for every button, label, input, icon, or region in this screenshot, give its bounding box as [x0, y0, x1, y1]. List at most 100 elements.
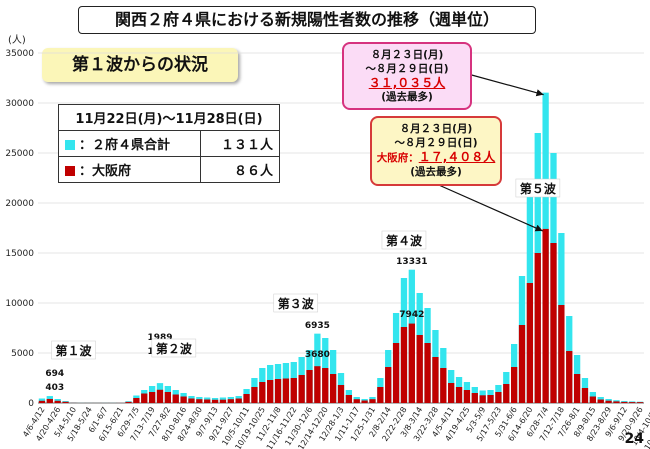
bar-osaka [377, 387, 384, 403]
bar-osaka [558, 305, 565, 403]
data-label: 6935 [305, 321, 330, 331]
callout-osaka-arrow [431, 181, 543, 232]
bar-osaka [605, 400, 612, 403]
bar-osaka [211, 399, 219, 403]
callout-total-line1: ８月２３日(月) [370, 49, 444, 61]
bar-osaka [141, 393, 148, 403]
bar-osaka [306, 370, 313, 403]
callout-total-line2: 〜８月２９日(日) [365, 63, 449, 75]
summary-row-total: ：２府４県合計 １３１人 [57, 130, 280, 157]
y-tick-label: 5000 [11, 349, 34, 359]
bar-osaka [62, 401, 69, 403]
legend-swatch-total [65, 140, 75, 150]
bar-osaka [243, 394, 250, 403]
bar-osaka [510, 367, 518, 403]
bar-osaka [613, 401, 620, 403]
bar-osaka [282, 378, 290, 403]
bars [38, 92, 644, 404]
bar-osaka [392, 343, 400, 403]
summary-value-total: １３１人 [200, 130, 280, 157]
chart-title: 関西２府４県における新規陽性者数の推移（週単位） [78, 6, 536, 34]
callout-total-arrow [467, 73, 544, 97]
bar-osaka [408, 323, 415, 403]
bar-osaka [251, 387, 258, 403]
bar-osaka [274, 379, 282, 403]
bar-osaka [629, 402, 636, 403]
wave-label-box [381, 230, 427, 250]
bar-osaka [148, 392, 156, 403]
bar-osaka [267, 380, 274, 403]
bar-osaka [337, 385, 345, 403]
bar-osaka [204, 399, 211, 403]
bar-osaka [424, 343, 431, 403]
summary-value-osaka: ８６人 [200, 156, 280, 183]
bar-osaka [542, 228, 549, 403]
bar-osaka [479, 395, 486, 403]
legend-swatch-osaka [65, 166, 75, 176]
bar-osaka [550, 243, 557, 403]
y-tick-label: 10000 [5, 299, 34, 309]
bar-osaka [503, 384, 510, 403]
callout-osaka-line2: 〜８月２９日(日) [394, 137, 478, 149]
chart-subtitle: 第１波からの状況 [42, 48, 238, 82]
wave-label-box [151, 338, 197, 358]
x-axis: 4/6-4/124/20-4/265/4-5/105/18-5/246/1-6/… [21, 405, 650, 449]
y-tick-label: 0 [28, 399, 34, 409]
bar-osaka [164, 392, 172, 403]
annotations: 6944031989132369353680133317942第１波第２波第３波… [45, 73, 561, 393]
bar-osaka [156, 389, 164, 403]
summary-period-row: 11月22日(月)〜11月28日(日) [58, 104, 280, 131]
bar-osaka [597, 399, 604, 403]
wave-label: 第１波 [56, 343, 93, 358]
bar-osaka [54, 400, 61, 403]
bar-osaka [133, 398, 140, 403]
bar-osaka [227, 399, 234, 403]
y-tick-label: 20000 [5, 199, 34, 209]
bar-osaka [487, 395, 494, 403]
y-unit-label: (人) [8, 34, 26, 46]
bar-osaka [440, 368, 447, 403]
bar-osaka [361, 400, 368, 403]
bar-osaka [400, 327, 408, 403]
callout-total-peak: ８月２３日(月) 〜８月２９日(日) ３１,０３５人 (過去最多) [342, 42, 472, 110]
bar-osaka [432, 357, 439, 403]
summary-period: 11月22日(月)〜11月28日(日) [58, 104, 280, 131]
y-tick-label: 15000 [5, 249, 34, 259]
bar-osaka [188, 398, 195, 403]
wave-label-box [51, 340, 96, 360]
bar-osaka [385, 367, 392, 403]
bar-osaka [495, 392, 502, 403]
bar-osaka [581, 388, 589, 403]
data-label: 7942 [399, 310, 424, 320]
wave-label: 第５波 [520, 181, 557, 196]
bar-osaka [298, 375, 305, 403]
bar-osaka [196, 399, 203, 403]
bar-osaka [345, 395, 353, 403]
callout-osaka-line1: ８月２３日(月) [399, 123, 473, 135]
bar-osaka [448, 383, 455, 403]
bar-osaka [471, 393, 478, 403]
bar-osaka [38, 400, 46, 403]
bar-osaka [573, 374, 581, 403]
bar-osaka [416, 335, 423, 403]
bar-osaka [636, 402, 644, 403]
bar-osaka [369, 399, 376, 403]
bar-osaka [46, 398, 53, 403]
data-label: 1989 [147, 333, 172, 343]
bar-osaka [290, 378, 297, 403]
bar-osaka [322, 368, 329, 403]
bar-total [38, 398, 46, 403]
data-label: 403 [45, 383, 64, 393]
data-label: 3680 [305, 350, 330, 360]
page-number: 24 [624, 431, 644, 447]
callout-osaka-note: (過去最多) [410, 166, 462, 178]
y-tick-label: 30000 [5, 99, 34, 109]
summary-label-total: ：２府４県合計 [57, 130, 202, 157]
wave-label: 第３波 [278, 296, 315, 311]
wave-label: 第４波 [386, 233, 423, 248]
bar-osaka [518, 325, 526, 403]
wave-label-box [515, 178, 561, 198]
bar-osaka [329, 374, 337, 403]
callout-osaka-value: １７,４０８人 [418, 150, 496, 164]
